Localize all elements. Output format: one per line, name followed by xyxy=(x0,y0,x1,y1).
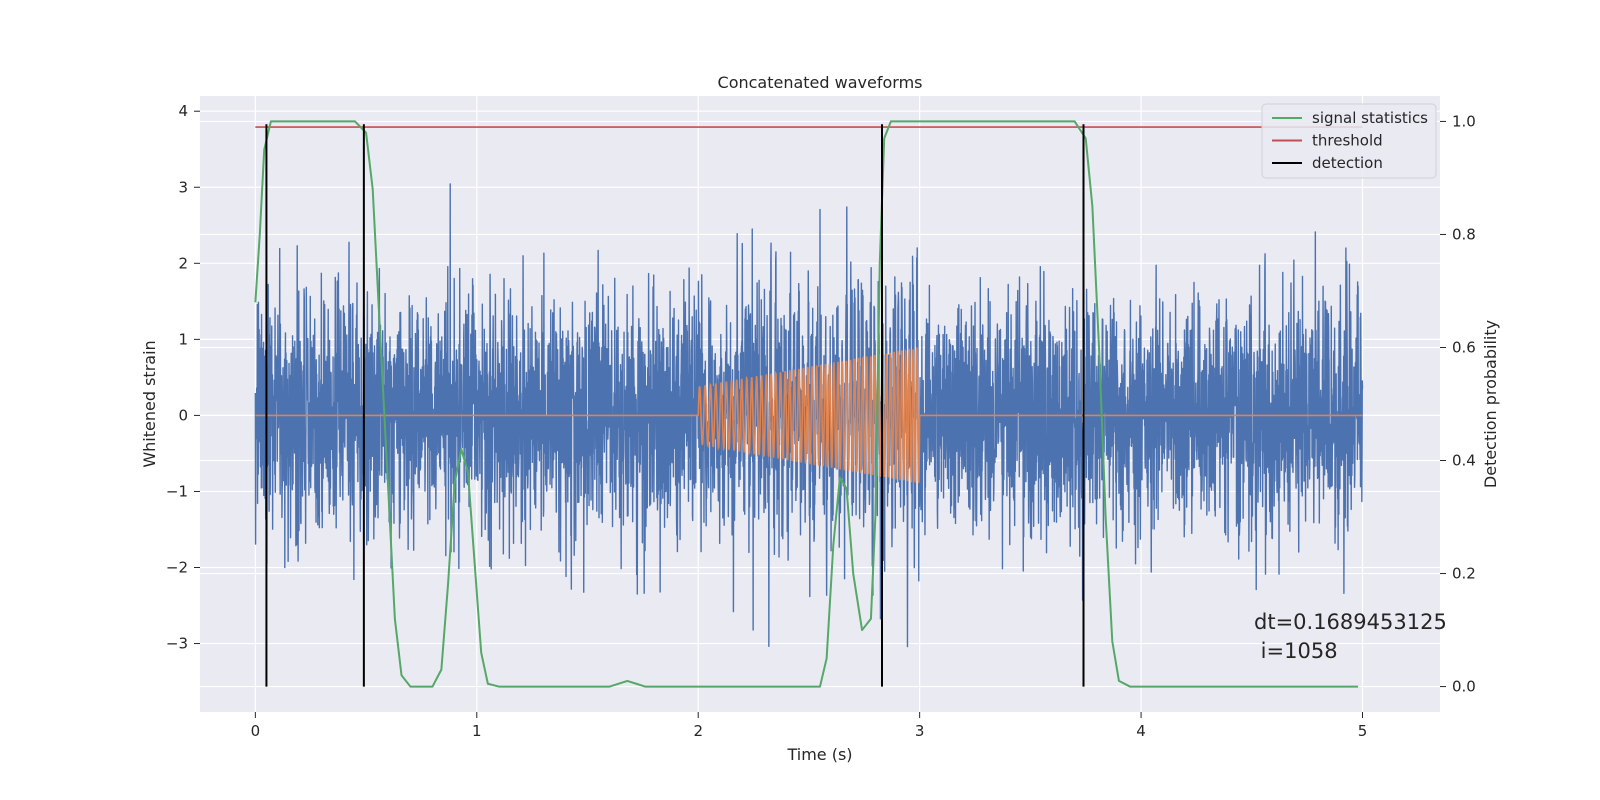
annotation-dt: dt=0.1689453125 xyxy=(1254,610,1447,634)
legend-label: detection xyxy=(1312,154,1383,172)
y-tick-label-left: −1 xyxy=(166,482,188,500)
annotation: dt=0.1689453125 i=1058 xyxy=(1254,610,1447,663)
annotation-i: i=1058 xyxy=(1254,639,1338,663)
x-tick-label: 3 xyxy=(915,722,925,740)
legend: signal statistics threshold detection xyxy=(1261,103,1437,179)
y-tick-label-right: 0.2 xyxy=(1452,565,1476,583)
y-tick-label-right: 0.6 xyxy=(1452,338,1476,356)
x-axis-label: Time (s) xyxy=(786,745,852,764)
chirp-line xyxy=(255,347,1363,483)
y-tick-label-left: −3 xyxy=(166,635,188,653)
legend-box xyxy=(1261,103,1437,179)
y-tick-label-left: 1 xyxy=(178,330,188,348)
x-tick-label: 4 xyxy=(1136,722,1146,740)
y-axis-label-left: Whitened strain xyxy=(140,340,159,467)
y-tick-label-left: 3 xyxy=(178,178,188,196)
signal-statistics-line xyxy=(254,120,1359,688)
x-tick-label: 2 xyxy=(693,722,703,740)
legend-label: signal statistics xyxy=(1312,109,1428,127)
y-axis-label-right: Detection probability xyxy=(1481,320,1500,488)
chart-title: Concatenated waveforms xyxy=(718,73,923,92)
probability-layer xyxy=(254,120,1363,688)
y-tick-label-left: 4 xyxy=(178,102,188,120)
y-tick-label-right: 0.0 xyxy=(1452,678,1476,696)
y-tick-label-left: 2 xyxy=(178,254,188,272)
chirp-layer xyxy=(255,347,1363,483)
y-tick-label-right: 0.4 xyxy=(1452,452,1476,470)
x-tick-label: 0 xyxy=(251,722,261,740)
axes: 0 1 2 3 4 5 −3 −2 −1 0 1 2 3 4 0.0 0.2 0.4 0.6 0.8 1.0 xyxy=(166,102,1476,740)
legend-label: threshold xyxy=(1312,132,1383,150)
y-tick-label-left: −2 xyxy=(166,559,188,577)
y-tick-label-right: 0.8 xyxy=(1452,225,1476,243)
x-tick-label: 1 xyxy=(472,722,482,740)
x-tick-label: 5 xyxy=(1358,722,1368,740)
y-tick-label-left: 0 xyxy=(178,406,188,424)
y-tick-label-right: 1.0 xyxy=(1452,112,1476,130)
